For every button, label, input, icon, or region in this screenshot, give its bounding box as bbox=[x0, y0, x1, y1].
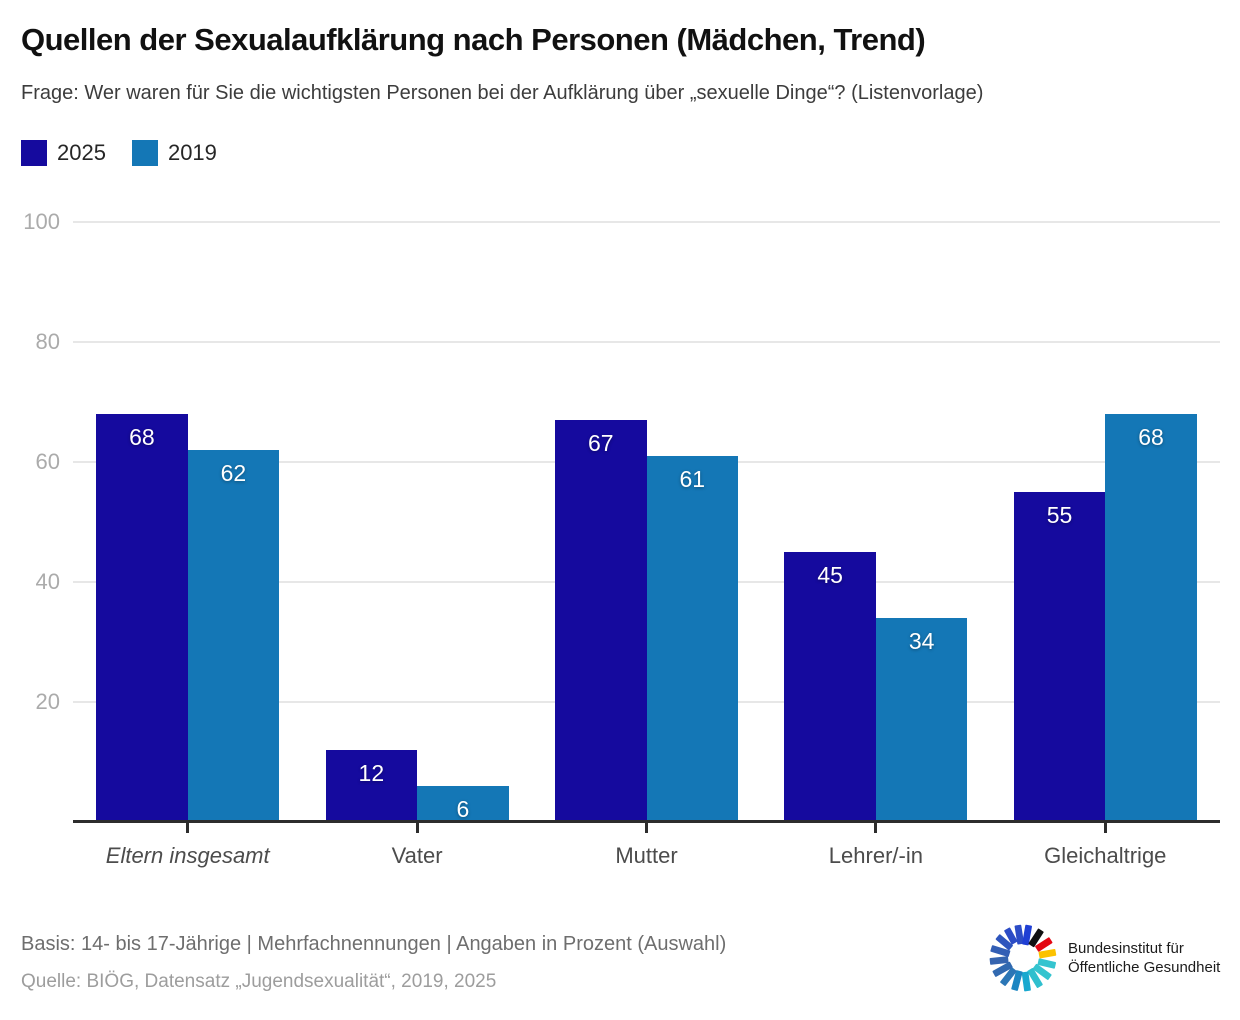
x-axis-category-label: Gleichaltrige bbox=[1044, 843, 1167, 868]
bar-2019-Mutter: 61 bbox=[646, 456, 738, 822]
legend-swatch-2019 bbox=[131, 140, 158, 166]
bar-value-label: 68 bbox=[129, 424, 155, 450]
bar-value-label: 45 bbox=[817, 562, 843, 588]
chart-legend: 2025 2019 bbox=[21, 140, 217, 166]
source-note: Quelle: BIÖG, Datensatz „Jugendsexualitä… bbox=[21, 971, 497, 992]
page-title: Quellen der Sexualaufklärung nach Person… bbox=[21, 22, 926, 57]
y-axis-label-100: 100 bbox=[23, 209, 60, 234]
y-axis-label-80: 80 bbox=[35, 329, 60, 354]
bar-value-label: 62 bbox=[220, 460, 247, 486]
legend-item-2019: 2019 bbox=[131, 140, 217, 166]
legend-label: 2019 bbox=[167, 140, 217, 165]
legend-label: 2025 bbox=[57, 140, 106, 165]
bar-value-label: 6 bbox=[456, 796, 470, 822]
bar-value-label: 61 bbox=[679, 466, 706, 492]
y-axis-label-20: 20 bbox=[35, 689, 60, 714]
x-axis-category-label: Lehrer/-in bbox=[828, 843, 923, 868]
bar-2025-Vater: 12 bbox=[325, 750, 418, 822]
y-axis-label-60: 60 bbox=[35, 449, 60, 474]
y-axis-label-40: 40 bbox=[35, 569, 60, 594]
bar-value-label: 34 bbox=[908, 628, 935, 654]
x-axis-tick bbox=[1103, 822, 1107, 833]
bar-2019-Eltern insgesamt: 62 bbox=[187, 450, 280, 822]
legend-item-2025: 2025 bbox=[21, 140, 106, 166]
logo-text-line1: Bundesinstitut für bbox=[1068, 940, 1184, 957]
x-axis-tick bbox=[645, 822, 648, 833]
bar-2025-Mutter: 67 bbox=[555, 420, 647, 822]
logo-text-line2: Öffentliche Gesundheit bbox=[1068, 959, 1221, 976]
legend-swatch-2025 bbox=[21, 140, 47, 166]
x-axis-tick bbox=[874, 822, 878, 833]
biog-logo-icon bbox=[989, 924, 1057, 992]
bar-2019-Gleichaltrige: 68 bbox=[1105, 414, 1197, 822]
x-axis-tick bbox=[186, 822, 190, 833]
x-axis-category-label: Mutter bbox=[615, 843, 678, 868]
x-axis-line bbox=[73, 820, 1220, 823]
bar-2019-Vater: 6 bbox=[417, 786, 509, 822]
bar-2025-Eltern insgesamt: 68 bbox=[96, 414, 188, 822]
gridline-100 bbox=[73, 221, 1220, 223]
gridline-80 bbox=[73, 341, 1220, 343]
biog-logo-text: Bundesinstitut für Öffentliche Gesundhei… bbox=[1068, 939, 1220, 977]
x-axis-tick bbox=[415, 822, 419, 833]
bar-value-label: 68 bbox=[1138, 424, 1164, 450]
bar-2025-Lehrer/-in: 45 bbox=[784, 552, 876, 822]
bar-value-label: 12 bbox=[358, 760, 385, 786]
basis-note: Basis: 14- bis 17-Jährige | Mehrfachnenn… bbox=[21, 933, 727, 955]
bar-2025-Gleichaltrige: 55 bbox=[1013, 492, 1106, 822]
bar-2019-Lehrer/-in: 34 bbox=[875, 618, 968, 822]
bar-value-label: 67 bbox=[587, 430, 614, 456]
biog-logo: Bundesinstitut für Öffentliche Gesundhei… bbox=[986, 914, 1220, 1002]
bar-value-label: 55 bbox=[1046, 502, 1073, 528]
x-axis-category-label: Vater bbox=[391, 843, 443, 868]
chart-subtitle-question: Frage: Wer waren für Sie die wichtigsten… bbox=[21, 82, 984, 104]
x-axis-category-label: Eltern insgesamt bbox=[105, 843, 270, 868]
